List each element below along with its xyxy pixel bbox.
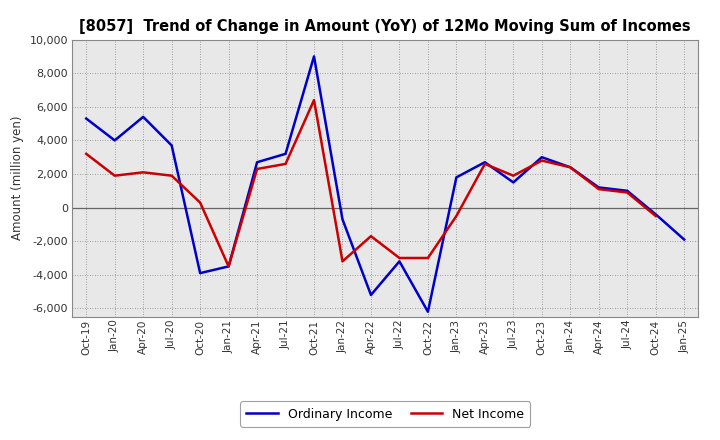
Net Income: [253, 166, 261, 172]
Net Income: [566, 165, 575, 170]
Net Income: [282, 161, 290, 167]
Ordinary Income: [623, 188, 631, 194]
Net Income: [537, 158, 546, 163]
Ordinary Income: [680, 237, 688, 242]
Legend: Ordinary Income, Net Income: Ordinary Income, Net Income: [240, 401, 530, 427]
Net Income: [338, 259, 347, 264]
Net Income: [452, 213, 461, 219]
Ordinary Income: [282, 151, 290, 157]
Ordinary Income: [139, 114, 148, 120]
Net Income: [139, 170, 148, 175]
Net Income: [225, 264, 233, 269]
Ordinary Income: [423, 309, 432, 315]
Title: [8057]  Trend of Change in Amount (YoY) of 12Mo Moving Sum of Incomes: [8057] Trend of Change in Amount (YoY) o…: [79, 19, 691, 34]
Ordinary Income: [537, 154, 546, 160]
Net Income: [167, 173, 176, 178]
Ordinary Income: [225, 264, 233, 269]
Ordinary Income: [196, 271, 204, 276]
Ordinary Income: [82, 116, 91, 121]
Y-axis label: Amount (million yen): Amount (million yen): [11, 116, 24, 240]
Line: Net Income: Net Income: [86, 100, 656, 266]
Net Income: [623, 190, 631, 195]
Net Income: [395, 255, 404, 260]
Ordinary Income: [253, 160, 261, 165]
Ordinary Income: [395, 259, 404, 264]
Ordinary Income: [167, 143, 176, 148]
Ordinary Income: [595, 185, 603, 190]
Net Income: [423, 255, 432, 260]
Net Income: [196, 200, 204, 205]
Net Income: [652, 213, 660, 219]
Ordinary Income: [310, 54, 318, 59]
Ordinary Income: [480, 160, 489, 165]
Line: Ordinary Income: Ordinary Income: [86, 56, 684, 312]
Ordinary Income: [509, 180, 518, 185]
Ordinary Income: [338, 217, 347, 222]
Net Income: [595, 187, 603, 192]
Ordinary Income: [366, 292, 375, 297]
Ordinary Income: [110, 138, 119, 143]
Net Income: [480, 161, 489, 167]
Net Income: [82, 151, 91, 157]
Net Income: [509, 173, 518, 178]
Net Income: [366, 234, 375, 239]
Ordinary Income: [566, 165, 575, 170]
Net Income: [110, 173, 119, 178]
Ordinary Income: [452, 175, 461, 180]
Ordinary Income: [652, 212, 660, 217]
Net Income: [310, 97, 318, 103]
